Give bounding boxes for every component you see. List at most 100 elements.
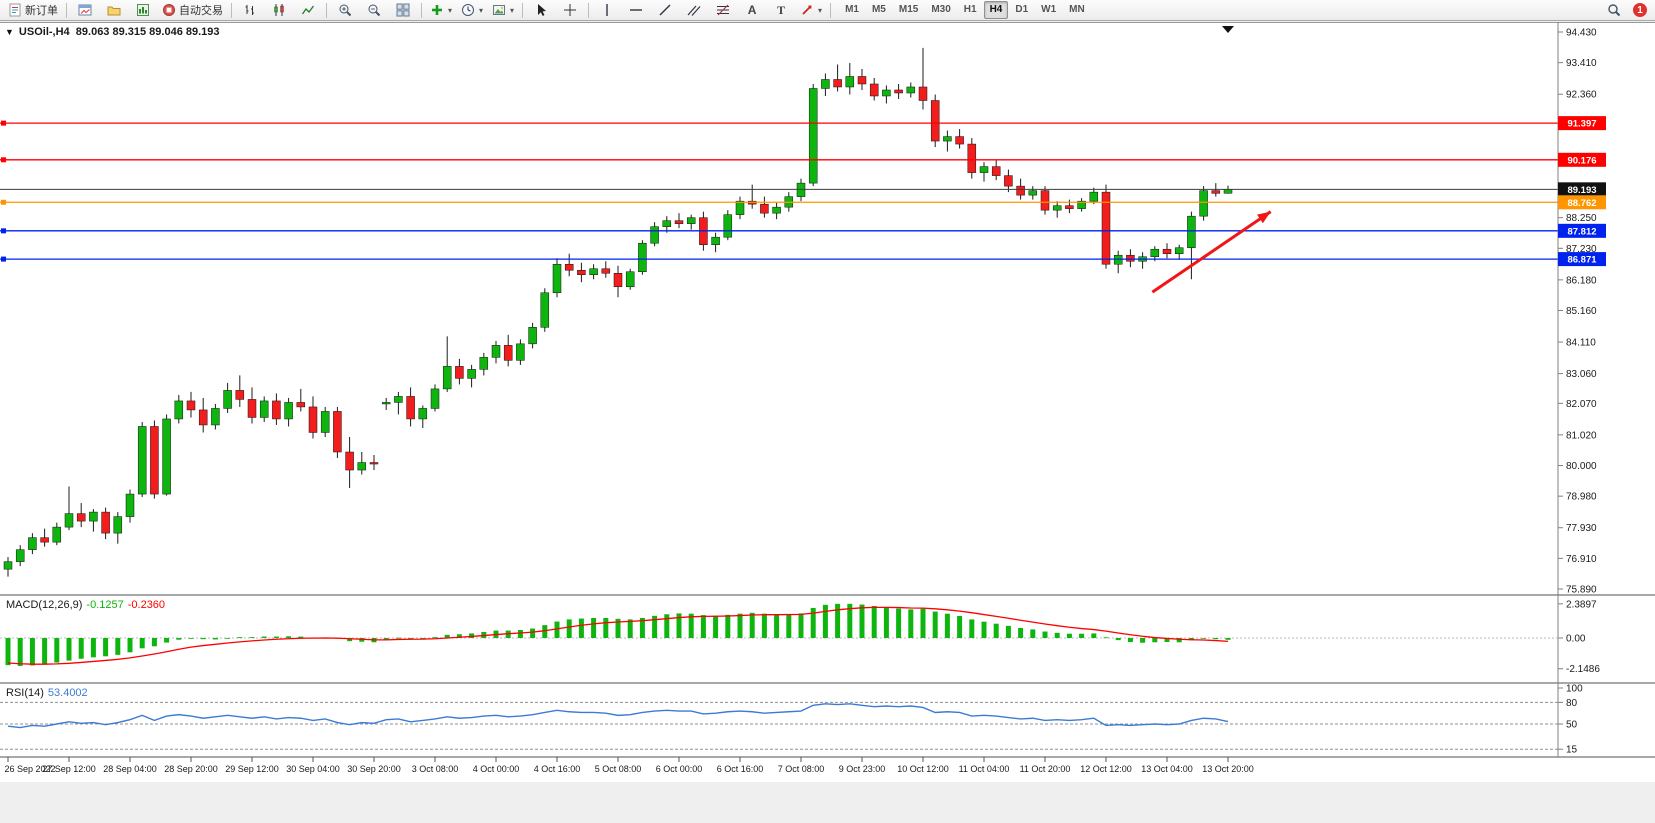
dropdown-caret-icon: ▾: [479, 5, 484, 15]
new-order-icon: [9, 3, 21, 17]
notification-badge[interactable]: 1: [1633, 3, 1647, 17]
svg-text:0.00: 0.00: [1566, 634, 1586, 645]
candlestick-icon: [274, 4, 284, 16]
svg-text:88.762: 88.762: [1567, 198, 1596, 209]
svg-text:50: 50: [1566, 720, 1578, 731]
timeframe-button-mn[interactable]: MN: [1069, 4, 1085, 15]
one-click-trading-icon[interactable]: ▼: [5, 27, 14, 37]
svg-text:77.930: 77.930: [1566, 523, 1597, 534]
svg-text:12 Oct 12:00: 12 Oct 12:00: [1080, 764, 1132, 774]
fibonacci-tool-button[interactable]: [709, 0, 737, 21]
tile-windows-icon: [396, 3, 410, 17]
timeframe-button-w1[interactable]: W1: [1041, 4, 1057, 15]
search-button[interactable]: [1600, 0, 1628, 21]
svg-text:87.812: 87.812: [1567, 226, 1596, 237]
text-tool-button[interactable]: A: [738, 0, 766, 21]
zoom-in-icon: [339, 4, 352, 17]
auto-trading-label: 自动交易: [179, 5, 223, 17]
new-order-label: 新订单: [25, 5, 58, 17]
channel-tool-button[interactable]: [680, 0, 708, 21]
cursor-icon: [538, 4, 547, 16]
add-indicator-icon: [432, 5, 442, 15]
candlesticks: [3, 47, 1233, 577]
text-label-tool-button[interactable]: T: [767, 0, 795, 21]
svg-text:83.060: 83.060: [1566, 369, 1597, 380]
rsi-pane: 100 80 50 15: [0, 684, 1583, 756]
vertical-line-icon: [606, 4, 608, 16]
price-chart-canvas[interactable]: 94.430 93.410 92.360 88.250 87.230 86.180 85.1…: [0, 22, 1655, 823]
svg-text:88.250: 88.250: [1566, 213, 1597, 224]
svg-text:11 Oct 04:00: 11 Oct 04:00: [959, 764, 1010, 774]
svg-text:85.160: 85.160: [1566, 306, 1597, 317]
new-order-button[interactable]: 新订单: [4, 0, 62, 21]
toolbar-separator: [421, 2, 422, 18]
notification-count: 1: [1637, 4, 1643, 16]
zoom-out-button[interactable]: [360, 0, 388, 21]
svg-text:82.070: 82.070: [1566, 399, 1597, 410]
svg-text:75.890: 75.890: [1566, 585, 1597, 596]
horizontal-line-icon: [630, 9, 643, 11]
timeframe-button-m1[interactable]: M1: [845, 4, 859, 15]
svg-text:92.360: 92.360: [1566, 90, 1597, 101]
svg-text:89.193: 89.193: [1567, 185, 1596, 196]
candlestick-chart-button[interactable]: [265, 0, 293, 21]
arrow-symbol-icon: [802, 5, 812, 15]
new-chart-icon: [78, 4, 92, 16]
cursor-tool-button[interactable]: [527, 0, 555, 21]
new-chart-button[interactable]: [71, 0, 99, 21]
toolbar: 新订单 自动交易: [0, 0, 1655, 21]
bar-chart-button[interactable]: [236, 0, 264, 21]
tile-windows-button[interactable]: [389, 0, 417, 21]
fibonacci-icon: [717, 4, 730, 16]
templates-button[interactable]: ▾: [488, 0, 518, 21]
svg-text:91.397: 91.397: [1567, 119, 1596, 130]
timeframe-button-h4[interactable]: H4: [983, 1, 1009, 19]
market-watch-button[interactable]: [129, 0, 157, 21]
svg-text:29 Sep 12:00: 29 Sep 12:00: [225, 764, 279, 774]
text-tool-label: A: [747, 3, 757, 17]
timeframe-button-m5[interactable]: M5: [871, 4, 886, 15]
periods-button[interactable]: ▾: [457, 0, 487, 21]
toolbar-separator: [66, 2, 67, 18]
rsi-name: RSI(14): [6, 687, 44, 699]
svg-text:86.871: 86.871: [1567, 255, 1597, 266]
svg-text:100: 100: [1566, 684, 1583, 695]
timeframe-button-m15[interactable]: M15: [898, 4, 919, 15]
svg-text:94.430: 94.430: [1566, 28, 1597, 39]
svg-text:11 Oct 20:00: 11 Oct 20:00: [1020, 764, 1071, 774]
svg-text:30 Sep 20:00: 30 Sep 20:00: [347, 764, 401, 774]
timeframe-button-d1[interactable]: D1: [1015, 4, 1029, 15]
svg-text:76.910: 76.910: [1566, 554, 1597, 565]
trendline-tool-button[interactable]: [651, 0, 679, 21]
line-chart-icon: [301, 5, 315, 15]
clock-icon: [462, 4, 475, 16]
price-axis: 94.430 93.410 92.360 88.250 87.230 86.180 85.1…: [1222, 26, 1606, 596]
chart-ohlc-values: 89.063 89.315 89.046 89.193: [75, 26, 220, 38]
toolbar-separator: [588, 2, 590, 18]
profiles-button[interactable]: [100, 0, 128, 21]
svg-text:90.176: 90.176: [1567, 155, 1596, 166]
crosshair-icon: [564, 4, 577, 16]
horizontal-line-tool-button[interactable]: [622, 0, 650, 21]
svg-text:81.020: 81.020: [1566, 430, 1597, 441]
timeframe-button-h1[interactable]: H1: [963, 4, 977, 15]
indicators-button[interactable]: ▾: [426, 0, 456, 21]
timeframe-button-group: M1 M5 M15 M30 H1 H4 D1 W1 MN: [839, 1, 1091, 19]
rsi-value: 53.4002: [47, 687, 88, 699]
vertical-line-tool-button[interactable]: [593, 0, 621, 21]
folder-icon: [107, 6, 121, 16]
crosshair-tool-button[interactable]: [556, 0, 584, 21]
svg-text:26 Sep 2022: 26 Sep 2022: [4, 764, 55, 774]
auto-trading-button[interactable]: 自动交易: [158, 0, 227, 21]
svg-text:80.000: 80.000: [1566, 461, 1597, 472]
timeframe-button-m30[interactable]: M30: [931, 4, 951, 15]
svg-text:10 Oct 12:00: 10 Oct 12:00: [897, 764, 949, 774]
macd-main-value: -0.1257: [86, 599, 124, 611]
toolbar-separator: [231, 2, 232, 18]
arrows-tool-button[interactable]: ▾: [796, 0, 826, 21]
svg-text:6 Oct 16:00: 6 Oct 16:00: [717, 764, 764, 774]
zoom-in-button[interactable]: [331, 0, 359, 21]
line-chart-button[interactable]: [294, 0, 322, 21]
